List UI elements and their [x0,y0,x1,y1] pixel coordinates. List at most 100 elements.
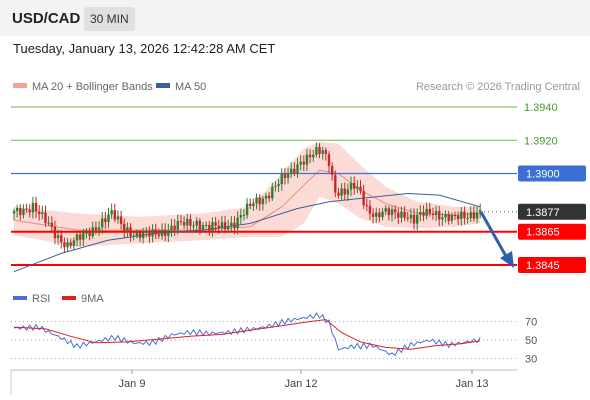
candle-body [104,218,107,223]
candle-body [47,222,50,224]
candle-body [189,218,192,226]
candle-body [38,211,41,215]
candle-body [151,229,154,237]
candle-body [334,174,337,193]
candle-body [88,232,91,237]
timeframe-badge[interactable]: 30 MIN [84,7,135,31]
ma50-legend-swatch [156,83,170,88]
price-panel [11,98,517,280]
candle-body [293,168,296,174]
candle-body [258,197,261,205]
candle-body [126,227,129,232]
candle-body [91,227,94,237]
candle-body [378,212,381,218]
candle-body [450,215,454,221]
candle-body [141,231,145,239]
candle-body [28,209,31,213]
ma9-legend-swatch [62,296,76,300]
bollinger-bands [14,141,481,247]
candle-body [466,217,469,219]
candle-body [66,242,69,248]
ma20-legend-swatch [13,83,27,88]
candle-body [431,213,435,215]
candle-body [469,212,472,218]
candle-body [425,208,428,216]
candle-body [249,203,252,207]
candle-body [327,154,331,167]
level-badge [518,223,586,240]
rsi-tick-label: 50 [525,335,537,347]
datetime-label: Tuesday, January 13, 2026 12:42:28 AM CE… [13,41,276,56]
ma20-line [13,169,481,231]
candle-body [25,208,28,210]
candle-body [365,205,368,207]
candle-body [286,173,290,178]
candle-body [129,227,132,236]
ma50-line [13,192,481,273]
candle-body [160,229,164,236]
candle-body [60,235,63,243]
candle-body [176,221,179,230]
candle-body [419,211,422,215]
candle-body [198,220,202,230]
candle-body [245,203,249,216]
candle-body [34,202,38,212]
candle-body [214,222,217,226]
candle-body [312,154,315,158]
candle-body [409,214,413,219]
candle-body [362,191,365,206]
level-badge [518,165,586,182]
candle-body [324,150,328,155]
candle-body [56,235,60,239]
x-tick-label: Jan 13 [455,378,488,390]
level-label: 1.3865 [526,227,560,239]
level-badge [518,203,586,220]
candle-body [280,173,283,185]
candle-body [110,210,113,215]
candle-body [82,232,85,240]
candle-body [167,230,170,236]
candle-body [107,214,110,223]
candle-body [387,208,391,216]
candle-body [290,168,293,174]
candle-body [453,215,457,217]
candle-body [72,240,76,246]
candle-body [343,188,346,195]
ma20-legend-label: MA 20 + Bollinger Bands [32,81,153,93]
candle-body [164,229,167,236]
candle-body [41,212,44,215]
candle-body [148,230,151,237]
candle-body [403,211,406,218]
candle-body [390,209,394,216]
candle-body [353,183,356,189]
candle-body [113,210,116,220]
candle-body [381,211,384,218]
candle-body [447,214,450,221]
pair-title: USD/CAD [12,10,81,27]
candle-body [19,208,22,216]
candle-body [154,229,157,235]
candle-body [75,234,79,241]
candle-body [217,225,220,228]
candle-body [296,164,299,174]
level-label: 1.3845 [526,260,560,272]
candle-body [227,226,230,230]
candle-body [63,242,66,248]
candle-body [195,220,198,226]
candle-body [305,154,309,165]
candle-body [475,212,479,219]
candle-body [384,208,387,212]
candle-body [318,147,321,154]
candle-body [406,217,409,219]
ma50-legend-label: MA 50 [175,81,206,93]
candle-body [302,161,305,165]
candle-body [412,214,416,224]
candle-body [182,222,186,226]
candle-body [85,232,88,234]
candle-body [438,210,441,220]
candle-body [119,216,123,224]
candle-body [15,208,19,212]
candle-body [264,195,268,199]
candle-body [157,234,161,236]
